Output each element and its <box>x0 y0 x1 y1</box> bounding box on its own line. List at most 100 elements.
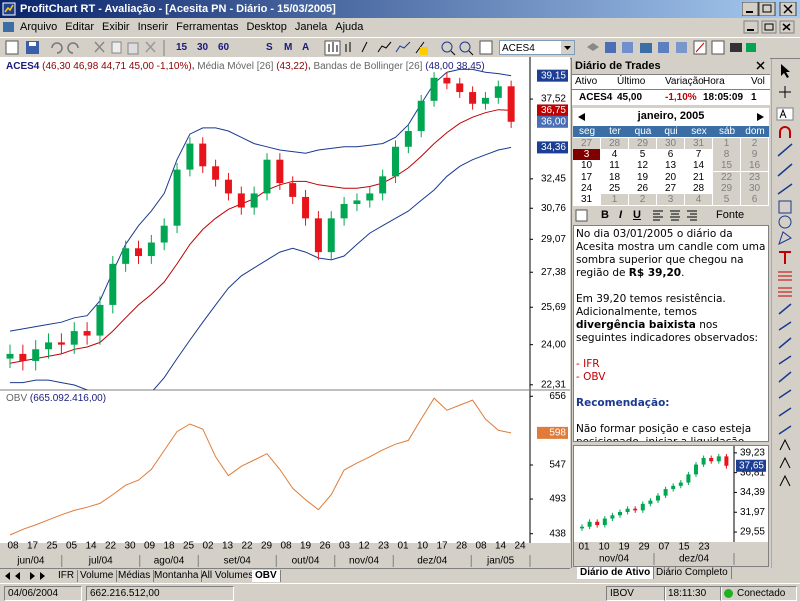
calendar-day[interactable]: 29 <box>629 138 656 149</box>
calendar-day[interactable]: 3 <box>657 194 684 205</box>
candle-body <box>640 503 645 511</box>
calendar-day[interactable]: 7 <box>685 149 712 161</box>
symbol-combo[interactable]: ACES4 <box>499 40 575 55</box>
calendar-day[interactable]: 17 <box>573 171 600 183</box>
menu-item[interactable]: Editar <box>65 21 95 33</box>
candle-body <box>186 143 194 170</box>
note-bold: R$ 39,20 <box>628 267 682 279</box>
chart-tab[interactable]: All Volumes <box>198 570 258 582</box>
calendar-day[interactable]: 11 <box>601 160 628 172</box>
calendar-day[interactable]: 4 <box>601 149 628 161</box>
calendar-day[interactable]: 20 <box>657 171 684 183</box>
period-button[interactable]: 15 <box>176 42 188 53</box>
candle-body <box>263 159 271 194</box>
calendar-day[interactable]: 29 <box>713 182 740 194</box>
candle-body <box>327 218 335 253</box>
calendar-day[interactable]: 2 <box>629 194 656 205</box>
window-controls[interactable] <box>742 2 798 16</box>
menu-item[interactable]: Janela <box>294 21 328 33</box>
x-tick-label: 18 <box>163 541 175 552</box>
period-button[interactable]: 30 <box>197 42 209 53</box>
chart-tab[interactable]: Volume <box>77 570 118 582</box>
panel-tabs: Diário de Ativo Diário Completo <box>573 566 769 580</box>
calendar-arrows[interactable] <box>577 112 765 122</box>
italic-button[interactable]: I <box>619 209 623 221</box>
underline-button[interactable]: U <box>633 209 641 221</box>
period-button[interactable]: A <box>302 42 310 53</box>
menu-item[interactable]: Arquivo <box>20 21 58 33</box>
toolbar-icons[interactable] <box>0 38 800 58</box>
chart-tab[interactable]: Médias <box>115 570 155 582</box>
x-tick-label: 29 <box>261 541 273 552</box>
calendar-day[interactable]: 2 <box>741 138 768 149</box>
calendar-day[interactable]: 8 <box>713 149 740 161</box>
calendar-day[interactable]: 12 <box>629 160 656 172</box>
x-axis-band <box>0 543 570 568</box>
period-button[interactable]: 60 <box>218 42 230 53</box>
chart-tab[interactable]: Montanha <box>151 570 203 582</box>
drawing-toolbar[interactable] <box>771 58 800 568</box>
font-button[interactable]: Fonte <box>716 209 745 221</box>
status-bar: 04/06/2004 662.216.512,00 IBOV 18:11:30 Cone… <box>0 583 800 601</box>
panel-tab[interactable]: Diário Completo <box>653 567 732 579</box>
calendar-day[interactable]: 14 <box>685 160 712 172</box>
chart-tab[interactable]: IFR <box>55 570 79 582</box>
menu-item[interactable]: Ferramentas <box>176 21 239 33</box>
chart-tab[interactable]: OBV <box>252 570 281 582</box>
obv-plot <box>9 397 512 536</box>
panel-close[interactable] <box>756 61 766 71</box>
calendar-day[interactable]: 21 <box>685 171 712 183</box>
calendar-day[interactable]: 10 <box>573 160 600 172</box>
note-text: . <box>681 267 685 279</box>
calendar-day[interactable]: 25 <box>601 182 628 194</box>
calendar-day[interactable]: 22 <box>713 171 740 183</box>
line-series <box>9 109 512 364</box>
calendar-day[interactable]: 5 <box>713 194 740 205</box>
calendar-day[interactable]: 28 <box>685 182 712 194</box>
calendar-day[interactable]: 6 <box>741 194 768 205</box>
note-editor[interactable]: No dia 03/01/2005 o diário da Acesita mo… <box>573 225 769 442</box>
calendar-day[interactable]: 18 <box>601 171 628 183</box>
x-tick-label: 07 <box>658 542 670 553</box>
menu-item[interactable]: Inserir <box>137 21 169 33</box>
calendar-day[interactable]: 4 <box>685 194 712 205</box>
calendar-day[interactable]: 1 <box>601 194 628 205</box>
menu-item[interactable]: Desktop <box>246 21 287 33</box>
tab-scroll[interactable] <box>2 570 52 582</box>
candle-body <box>633 508 638 511</box>
calendar-day[interactable]: 26 <box>629 182 656 194</box>
align-buttons[interactable] <box>653 210 703 221</box>
calendar-day[interactable]: 30 <box>657 138 684 149</box>
calendar-day[interactable]: 27 <box>657 182 684 194</box>
calendar-day[interactable]: 24 <box>573 182 600 194</box>
bold-button[interactable]: B <box>601 209 609 221</box>
legend-bb-value: (48,00 38,45) <box>425 61 485 72</box>
calendar-day[interactable]: 30 <box>741 182 768 194</box>
calendar-day[interactable]: 5 <box>629 149 656 161</box>
candle-body <box>656 495 660 501</box>
candle-body <box>199 143 207 167</box>
calendar-day[interactable]: 31 <box>685 138 712 149</box>
menu-item[interactable]: Exibir <box>102 21 130 33</box>
calendar-day[interactable]: 27 <box>573 138 600 149</box>
period-button[interactable]: M <box>284 42 293 53</box>
y-tick-label: 656 <box>549 391 566 402</box>
calendar-day[interactable]: 1 <box>713 138 740 149</box>
note-text: No dia 03/01/2005 o diário da Acesita mo… <box>576 228 766 279</box>
panel-tab[interactable]: Diário de Ativo <box>577 567 655 579</box>
calendar-day[interactable]: 6 <box>657 149 684 161</box>
calendar-day[interactable]: 28 <box>601 138 628 149</box>
calendar-day[interactable]: 16 <box>741 160 768 172</box>
mdi-controls[interactable] <box>742 20 798 34</box>
calendar-day[interactable]: 19 <box>629 171 656 183</box>
calendar-day[interactable]: 15 <box>713 160 740 172</box>
calendar-day[interactable]: 13 <box>657 160 684 172</box>
x-tick-label: 19 <box>300 541 312 552</box>
menu-item[interactable]: Ajuda <box>335 21 364 33</box>
calendar-day[interactable]: 3 <box>573 149 600 161</box>
x-tick-label: 29 <box>638 542 650 553</box>
period-button[interactable]: S <box>266 42 273 53</box>
calendar-day[interactable]: 31 <box>573 194 600 205</box>
calendar-day[interactable]: 23 <box>741 171 768 183</box>
calendar-day[interactable]: 9 <box>741 149 768 161</box>
